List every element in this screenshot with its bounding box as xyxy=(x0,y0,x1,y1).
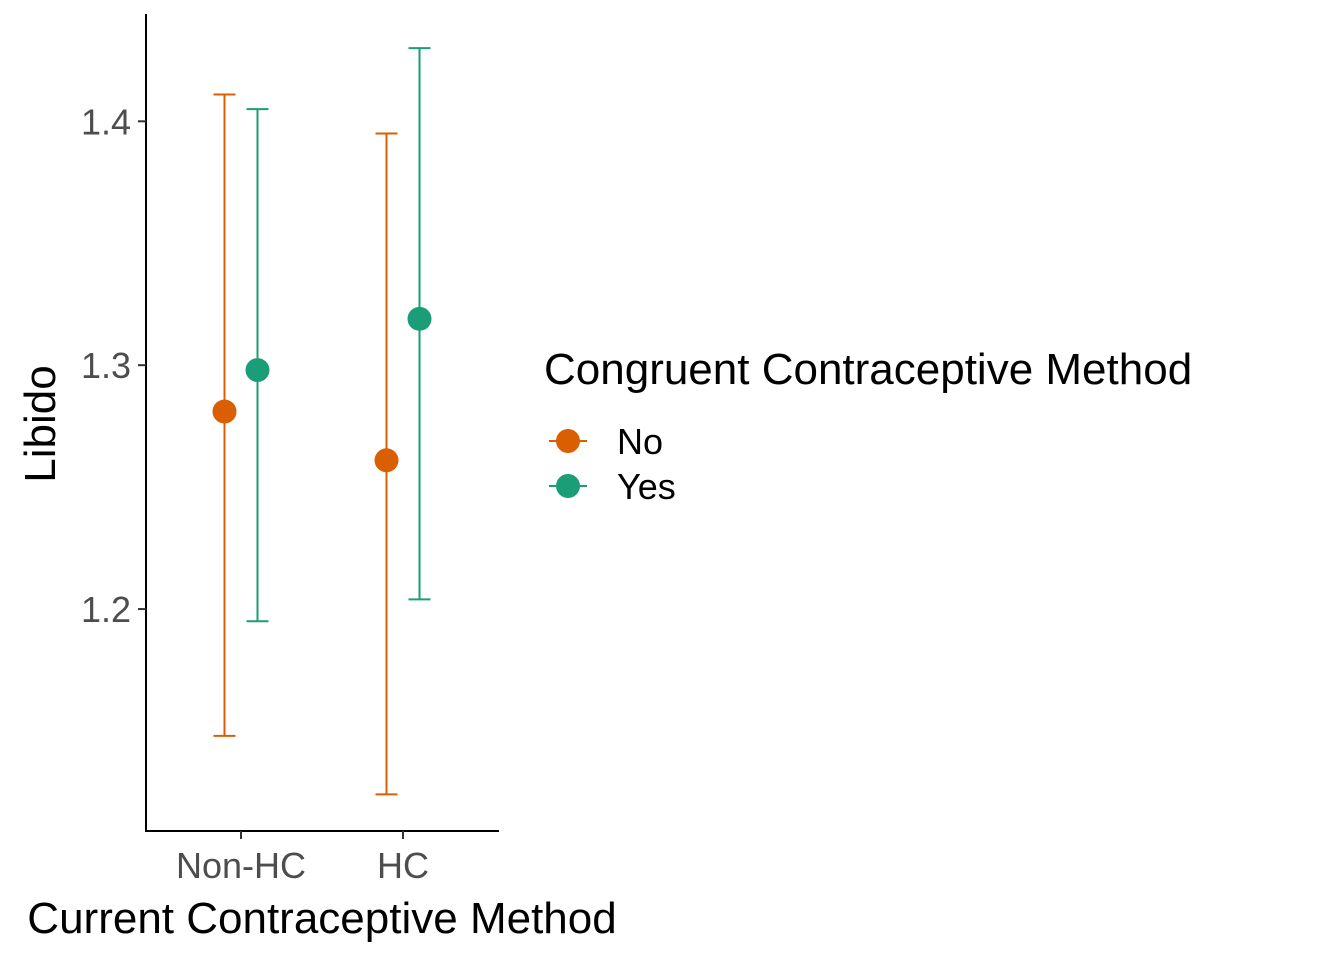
legend-label: No xyxy=(617,421,663,462)
legend-key-point xyxy=(556,429,580,453)
y-tick-label: 1.2 xyxy=(81,589,131,630)
data-point xyxy=(407,306,432,331)
data-point xyxy=(245,358,270,383)
y-ticks: 1.2 1.3 1.4 xyxy=(81,101,146,630)
y-tick-label: 1.3 xyxy=(81,345,131,386)
x-tick-label: Non-HC xyxy=(176,845,306,886)
x-axis-title: Current Contraceptive Method xyxy=(27,894,616,943)
axes xyxy=(145,14,499,832)
plot-marks xyxy=(212,47,432,796)
y-tick-label: 1.4 xyxy=(81,101,131,142)
legend-label: Yes xyxy=(617,466,676,507)
legend-title: Congruent Contraceptive Method xyxy=(544,345,1192,394)
data-point xyxy=(212,399,237,424)
series-no xyxy=(212,93,399,796)
data-point xyxy=(374,448,399,473)
legend-item-yes: Yes xyxy=(549,466,676,507)
series-yes xyxy=(245,47,432,623)
legend-item-no: No xyxy=(549,421,663,462)
legend-key-point xyxy=(556,474,580,498)
y-axis-title: Libido xyxy=(16,365,65,482)
x-ticks: Non-HC HC xyxy=(176,831,429,886)
x-tick-label: HC xyxy=(377,845,429,886)
